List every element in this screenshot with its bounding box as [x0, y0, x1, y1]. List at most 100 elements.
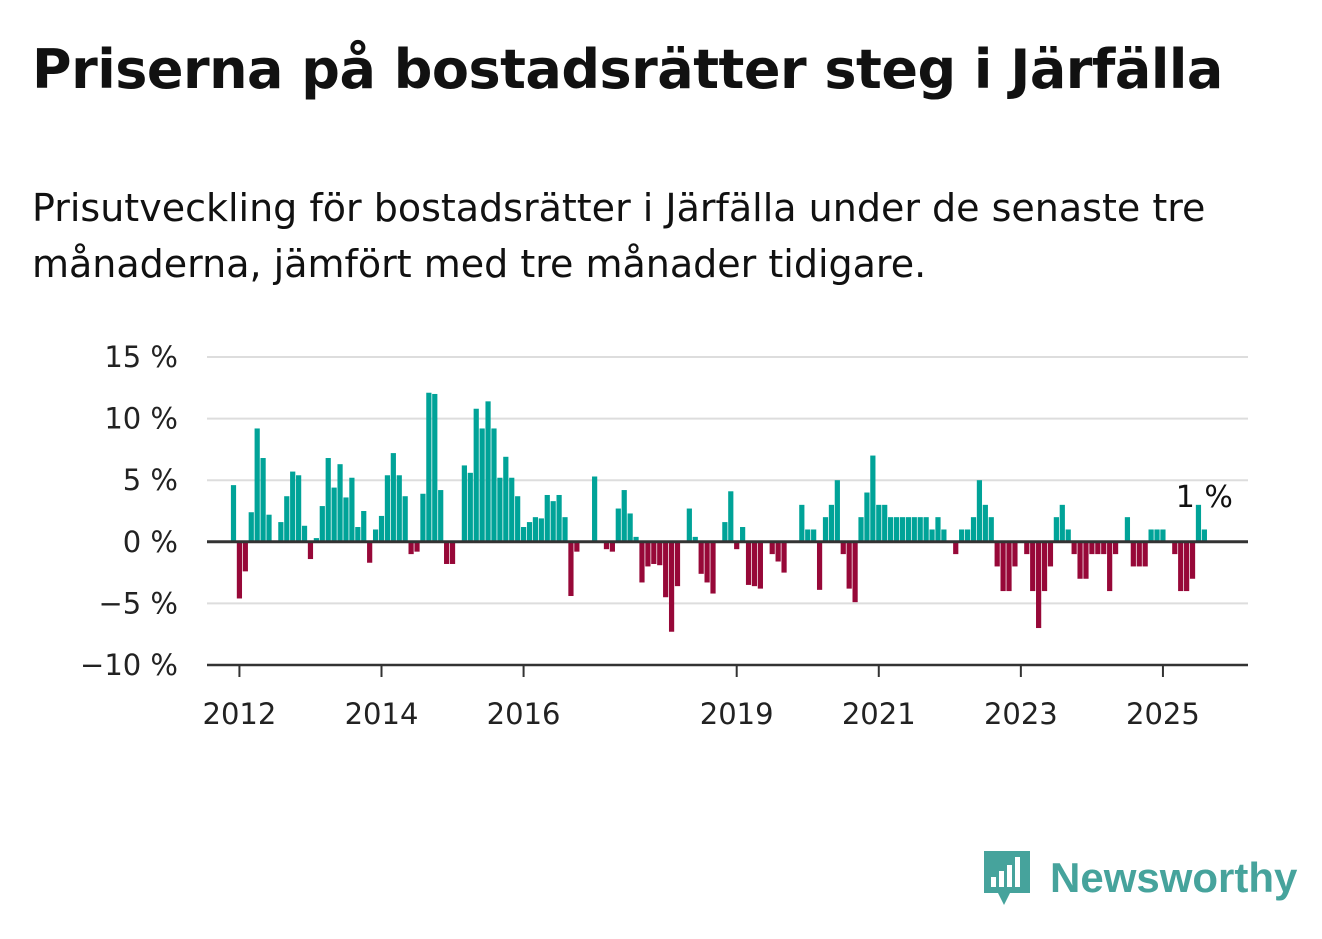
bar	[236, 541, 243, 599]
bar	[976, 480, 983, 542]
bar	[1178, 541, 1184, 592]
bar	[254, 428, 260, 542]
bar	[1077, 541, 1083, 579]
bar	[550, 501, 556, 542]
bar	[248, 512, 254, 542]
bar	[367, 541, 373, 563]
y-tick-label: 10 %	[104, 402, 178, 436]
bar	[1148, 529, 1154, 542]
gridlines	[207, 356, 1248, 605]
bar	[923, 517, 929, 542]
bar	[828, 504, 835, 542]
bar	[840, 541, 846, 555]
bar	[805, 529, 811, 542]
bar	[633, 536, 639, 542]
x-tick-label: 2019	[700, 697, 774, 731]
bar	[1160, 529, 1166, 542]
bar	[959, 529, 965, 542]
bar	[544, 494, 550, 542]
y-tick-label: 0 %	[123, 525, 178, 559]
bar	[426, 392, 432, 542]
bar	[1041, 541, 1048, 592]
bar	[728, 491, 734, 542]
bar	[929, 529, 935, 542]
x-axis-labels: 2012 2014 2016 2019 2021 2023 2025	[203, 697, 1200, 731]
bar	[781, 541, 787, 573]
bar	[870, 455, 876, 542]
bar	[982, 504, 988, 542]
newsworthy-logo-icon	[984, 851, 1030, 905]
bar	[1053, 517, 1059, 542]
bar	[361, 511, 367, 542]
x-tick-label: 2012	[203, 697, 277, 731]
bar	[266, 514, 272, 542]
bar	[1101, 541, 1107, 555]
bar	[313, 538, 319, 542]
bar	[994, 541, 1000, 567]
bar	[497, 477, 503, 542]
bar	[745, 541, 752, 585]
bar	[278, 522, 284, 542]
bar	[704, 541, 710, 583]
bar	[503, 456, 509, 542]
bar	[893, 517, 900, 542]
bar	[319, 506, 325, 542]
bar	[372, 529, 379, 542]
bar	[668, 541, 675, 632]
bar	[432, 393, 438, 542]
bar	[1136, 541, 1142, 567]
bar	[568, 541, 574, 597]
bar	[260, 458, 266, 542]
axes	[207, 540, 1248, 677]
bar	[964, 529, 971, 542]
bar	[816, 541, 823, 590]
bar	[384, 475, 391, 542]
bar	[414, 541, 420, 552]
bar	[1195, 504, 1202, 542]
bar	[639, 541, 645, 583]
newsworthy-logo[interactable]: Newsworthy	[980, 848, 1297, 908]
bar	[657, 541, 663, 566]
chart-subtitle: Prisutveckling för bostadsrätter i Järfä…	[32, 186, 1206, 286]
bar	[1006, 541, 1012, 592]
x-tick-label: 2025	[1126, 697, 1200, 731]
bar	[1142, 541, 1148, 567]
bar	[846, 541, 852, 589]
bar	[692, 536, 698, 542]
bar	[1124, 517, 1131, 542]
bar	[1172, 541, 1178, 555]
bar	[988, 517, 994, 542]
bar	[1083, 541, 1089, 579]
bar	[751, 541, 758, 587]
bar	[710, 541, 716, 594]
bar	[615, 508, 621, 542]
y-tick-label: 5 %	[123, 463, 178, 497]
bar	[1036, 541, 1042, 629]
bar	[396, 475, 402, 542]
bar	[526, 522, 533, 542]
bar	[674, 541, 681, 587]
bar	[1071, 541, 1077, 555]
bar	[935, 517, 941, 542]
bar	[444, 541, 450, 564]
bar	[740, 527, 746, 542]
bars	[230, 392, 1207, 632]
bar	[882, 504, 888, 542]
bar	[290, 471, 296, 542]
bar	[876, 504, 882, 542]
bar	[467, 472, 473, 542]
bar	[325, 458, 331, 542]
bar	[621, 490, 627, 542]
x-tick-label: 2023	[984, 697, 1058, 731]
bar	[970, 517, 977, 542]
bar	[485, 401, 491, 542]
bar	[941, 529, 947, 542]
bar	[520, 527, 527, 542]
bar	[899, 517, 906, 542]
bar	[1095, 541, 1101, 555]
bar	[556, 494, 562, 542]
bar	[1059, 504, 1065, 542]
bar	[420, 493, 426, 542]
last-value-annotation: 1 %	[1176, 480, 1233, 515]
